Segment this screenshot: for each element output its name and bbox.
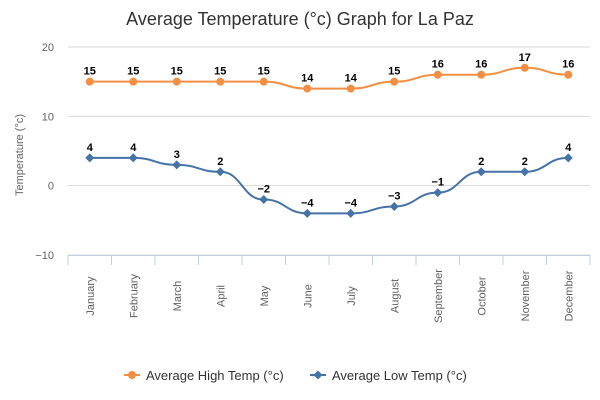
data-point[interactable] xyxy=(346,208,356,218)
series-high: 15 15 15 15 15 14 14 15 16 16 17 16 xyxy=(84,52,574,93)
data-point[interactable] xyxy=(85,153,95,163)
grid-lines xyxy=(68,46,590,256)
data-point[interactable] xyxy=(520,63,529,72)
data-point[interactable] xyxy=(433,188,443,198)
data-point[interactable] xyxy=(520,167,530,177)
data-point[interactable] xyxy=(172,160,182,170)
x-tick-label: July xyxy=(346,286,358,306)
data-label: 15 xyxy=(214,66,226,78)
x-tick-label: November xyxy=(520,270,532,321)
y-axis-title: Temperature (°c) xyxy=(14,114,26,196)
data-point[interactable] xyxy=(259,195,269,205)
data-point[interactable] xyxy=(216,77,225,86)
x-tick-label: January xyxy=(85,276,97,316)
legend[interactable]: Average High Temp (°c) Average Low Temp (… xyxy=(124,368,467,383)
data-point[interactable] xyxy=(129,77,138,86)
data-point[interactable] xyxy=(172,77,181,86)
legend-label: Average High Temp (°c) xyxy=(146,368,284,383)
data-point[interactable] xyxy=(476,167,486,177)
data-label: 4 xyxy=(565,142,572,154)
data-point[interactable] xyxy=(302,208,312,218)
data-label: 16 xyxy=(432,59,444,71)
x-axis: January February March April May June July Augu… xyxy=(67,255,591,323)
data-label: 17 xyxy=(519,52,531,64)
data-label: −4 xyxy=(301,197,314,209)
data-point[interactable] xyxy=(433,70,442,79)
data-point[interactable] xyxy=(303,84,312,93)
data-label: 2 xyxy=(217,156,223,168)
y-tick-label: −10 xyxy=(35,250,54,262)
data-label: 14 xyxy=(345,73,358,85)
data-label: 16 xyxy=(475,59,487,71)
y-tick-label: 10 xyxy=(42,111,54,123)
legend-item-low[interactable]: Average Low Temp (°c) xyxy=(310,368,467,383)
series-low: 4 4 3 2 −2 −4 −4 −3 −1 2 2 4 xyxy=(85,142,573,218)
data-point[interactable] xyxy=(390,77,399,86)
x-tick-label: December xyxy=(563,270,575,321)
data-point[interactable] xyxy=(564,70,573,79)
x-tick-label: February xyxy=(128,273,140,318)
data-label: −4 xyxy=(344,197,357,209)
data-point[interactable] xyxy=(259,77,268,86)
x-tick-label: August xyxy=(389,279,401,313)
data-point[interactable] xyxy=(85,77,94,86)
legend-item-high[interactable]: Average High Temp (°c) xyxy=(124,368,284,383)
legend-label: Average Low Temp (°c) xyxy=(332,368,467,383)
x-tick-label: September xyxy=(433,269,445,323)
x-tick-label: May xyxy=(259,285,271,306)
series-line xyxy=(88,66,570,90)
data-label: 16 xyxy=(562,59,574,71)
data-label: 14 xyxy=(301,73,314,85)
series-group: 15 15 15 15 15 14 14 15 16 16 17 16 4 4 3 2 −2 −4 −4 −3 −1 2 2… xyxy=(84,52,574,218)
data-label: 4 xyxy=(130,142,137,154)
y-axis: −10 0 10 20 xyxy=(35,42,54,262)
legend-marker-icon xyxy=(128,371,136,379)
data-label: 2 xyxy=(522,156,528,168)
data-point[interactable] xyxy=(477,70,486,79)
data-label: 15 xyxy=(171,66,183,78)
data-label: −1 xyxy=(431,177,444,189)
data-label: −3 xyxy=(388,190,401,202)
data-point[interactable] xyxy=(215,167,225,177)
data-label: 15 xyxy=(127,66,139,78)
x-tick-label: June xyxy=(302,284,314,308)
legend-marker-icon xyxy=(313,370,323,380)
data-point[interactable] xyxy=(346,84,355,93)
data-label: 15 xyxy=(388,66,400,78)
y-tick-label: 20 xyxy=(42,42,54,54)
x-tick-label: October xyxy=(476,276,488,315)
x-tick-label: April xyxy=(215,285,227,307)
data-point[interactable] xyxy=(128,153,138,163)
y-tick-label: 0 xyxy=(48,181,54,193)
data-label: −2 xyxy=(257,184,270,196)
data-label: 2 xyxy=(478,156,484,168)
chart-title: Average Temperature (°c) Graph for La Pa… xyxy=(126,9,474,29)
data-point[interactable] xyxy=(563,153,573,163)
data-label: 15 xyxy=(258,66,270,78)
data-label: 3 xyxy=(174,149,180,161)
x-tick-label: March xyxy=(172,281,184,312)
data-label: 4 xyxy=(87,142,94,154)
data-point[interactable] xyxy=(389,201,399,211)
data-label: 15 xyxy=(84,66,96,78)
